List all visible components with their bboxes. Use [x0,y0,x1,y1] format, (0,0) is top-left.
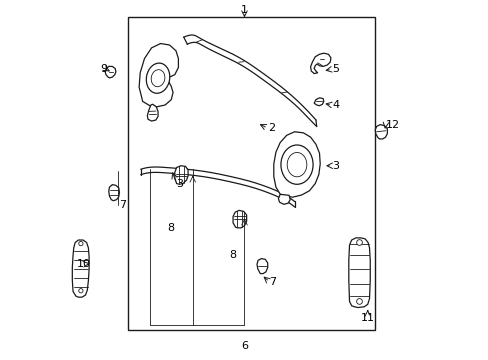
Text: 11: 11 [360,312,374,323]
Text: 8: 8 [229,250,236,260]
Polygon shape [257,258,267,274]
Polygon shape [139,44,178,107]
Text: 3: 3 [331,161,338,171]
Circle shape [356,240,362,246]
Polygon shape [175,166,188,184]
Text: 6: 6 [241,341,247,351]
Text: 9: 9 [100,64,107,74]
Circle shape [79,242,83,246]
Text: 10: 10 [77,259,90,269]
Polygon shape [273,132,320,197]
Polygon shape [105,66,116,78]
Text: 12: 12 [385,120,399,130]
Polygon shape [108,185,119,201]
Text: 4: 4 [331,100,339,110]
Polygon shape [278,194,290,204]
Polygon shape [72,240,89,297]
Text: 7: 7 [119,200,125,210]
Text: 8: 8 [167,223,175,233]
Polygon shape [233,210,246,228]
Polygon shape [310,53,330,73]
Polygon shape [374,125,386,139]
Text: 7: 7 [269,277,276,287]
Ellipse shape [146,63,169,93]
Circle shape [356,298,362,304]
Polygon shape [147,104,158,121]
Text: 3: 3 [176,179,183,189]
Text: 1: 1 [241,5,247,15]
Text: 2: 2 [267,123,274,133]
Bar [128,18,374,330]
Circle shape [79,289,83,293]
Polygon shape [313,98,323,106]
Polygon shape [348,238,369,307]
Ellipse shape [281,145,312,184]
Text: 5: 5 [331,64,338,74]
